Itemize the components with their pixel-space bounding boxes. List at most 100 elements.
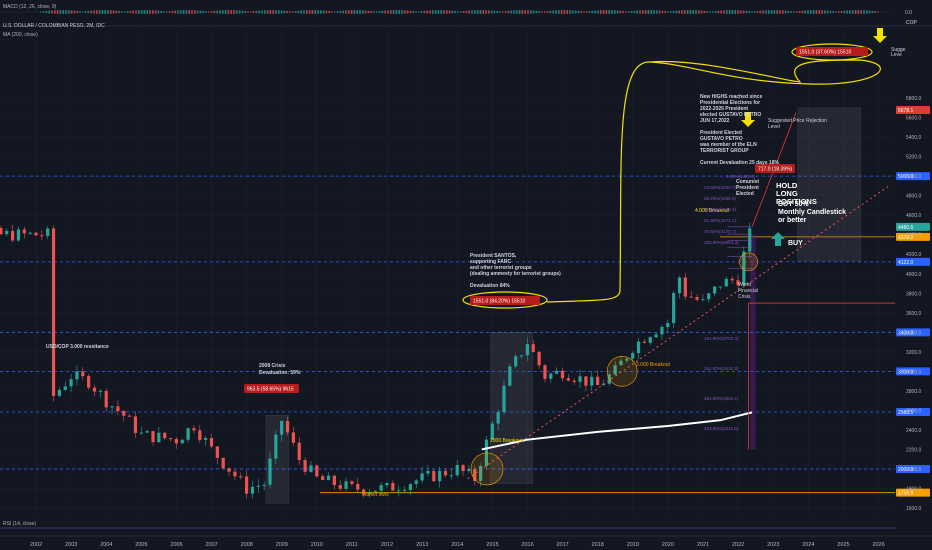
candle-body <box>654 334 658 338</box>
fib-label: 23.60%(4320.7) <box>704 185 737 190</box>
macd-bar <box>339 10 342 14</box>
macd-bar <box>286 10 288 14</box>
macd-bar <box>390 10 392 14</box>
hold-label: LONG <box>776 189 798 198</box>
x-tick-label: 2022 <box>732 542 744 548</box>
crisis-2008-label: 2008 Crisis <box>259 363 286 369</box>
macd-bar <box>759 10 762 14</box>
macd-bar <box>765 10 767 14</box>
macd-bar <box>877 11 879 13</box>
price-tag-label: 4122.0 <box>898 260 914 266</box>
y-tick-label: 3200.0 <box>906 350 922 356</box>
macd-bar <box>177 10 179 14</box>
macd-bar <box>619 10 622 14</box>
macd-bar <box>118 10 120 14</box>
macd-bar <box>387 10 389 14</box>
macd-bar <box>350 10 353 14</box>
breakout-2000-circle <box>470 452 504 486</box>
macd-bar <box>112 10 115 14</box>
macd-bar <box>796 11 798 13</box>
price-tag-label: 2000.0 <box>898 467 914 473</box>
candle-body <box>215 446 219 458</box>
macd-bar <box>84 11 87 13</box>
macd-bar <box>426 10 428 14</box>
macd-bar <box>280 10 283 14</box>
macd-bar <box>311 10 314 14</box>
macd-bar <box>460 11 462 13</box>
macd-bar <box>605 10 608 14</box>
new-highs-label: Presidential Elections for <box>700 100 760 106</box>
candle-body <box>338 485 342 489</box>
macd-bar <box>574 10 577 14</box>
candle-body <box>326 475 331 480</box>
candle-body <box>508 366 512 386</box>
candle-body <box>128 415 132 417</box>
candle-body <box>315 465 319 477</box>
annotation-loop <box>546 59 881 303</box>
macd-bar <box>748 11 750 13</box>
macd-bar <box>670 11 672 13</box>
macd-bar <box>185 10 188 14</box>
candle-body <box>0 228 3 235</box>
macd-bar <box>616 10 619 14</box>
macd-bar <box>451 10 454 14</box>
macd-bar <box>135 10 137 14</box>
y-tick-label: 1600.0 <box>906 506 922 512</box>
macd-bar <box>244 10 246 14</box>
candle-body <box>139 432 143 434</box>
x-tick-label: 2026 <box>872 542 884 548</box>
candle-body <box>221 457 225 469</box>
candle-body <box>467 469 471 472</box>
macd-bar <box>835 11 837 13</box>
macd-bar <box>398 10 400 14</box>
macd-bar <box>163 11 165 13</box>
macd-bar <box>143 10 146 14</box>
macd-bar <box>860 10 862 14</box>
candle-body <box>677 277 682 294</box>
world-crisis-label: Financial <box>738 288 758 294</box>
macd-bar <box>76 10 78 14</box>
y-tick-label: 2200.0 <box>906 447 922 453</box>
fib-label: 0.00%(4480.6) <box>726 174 756 179</box>
macd-bar <box>152 10 154 14</box>
candle-body <box>110 406 114 408</box>
price-tag <box>896 408 930 417</box>
macd-bar <box>404 10 406 14</box>
macd-bar <box>723 10 725 14</box>
macd-bar <box>849 10 851 14</box>
macd-bar <box>289 11 291 13</box>
macd-bar <box>132 10 134 14</box>
price-tag-label: 2583.5 <box>898 410 914 416</box>
macd-bar <box>728 10 731 14</box>
macd-bar <box>717 10 720 14</box>
fib-lower-label: 261.80%(3132.2) <box>704 366 739 371</box>
santos-label: and other terrorist groups <box>470 265 532 271</box>
candle-body <box>660 327 664 335</box>
macd-bar <box>409 10 412 14</box>
suggested-rejection-label: Suggested Price Rejection <box>768 118 827 124</box>
candle-body <box>449 475 453 477</box>
macd-bar <box>754 11 756 13</box>
macd-bar <box>68 10 70 14</box>
breakout-4000-circle <box>739 252 758 272</box>
macd-bar <box>157 10 160 14</box>
new-highs-label: TERRORIST GROUP <box>700 148 749 154</box>
macd-bar <box>434 10 437 14</box>
new-highs-label: JUN 17,2022 <box>700 118 730 124</box>
candle-body <box>613 365 617 375</box>
macd-bar <box>82 11 84 13</box>
macd-bar <box>62 10 64 14</box>
macd-bar <box>866 10 868 14</box>
macd-bar <box>700 10 703 14</box>
macd-bar <box>530 10 532 14</box>
new-highs-label: was member of the ELN <box>699 142 757 148</box>
macd-bar <box>345 10 347 14</box>
ma-label: MA (200, close) <box>3 32 38 38</box>
macd-bar <box>485 10 487 14</box>
fib-label: 61.80%(4272.1) <box>704 218 737 223</box>
macd-bar <box>731 10 734 14</box>
x-tick-label: 2011 <box>346 542 358 548</box>
y-axis: 0.05678.15000.04480.64378.04122.03400.03… <box>896 10 930 512</box>
macd-bar <box>306 10 308 14</box>
